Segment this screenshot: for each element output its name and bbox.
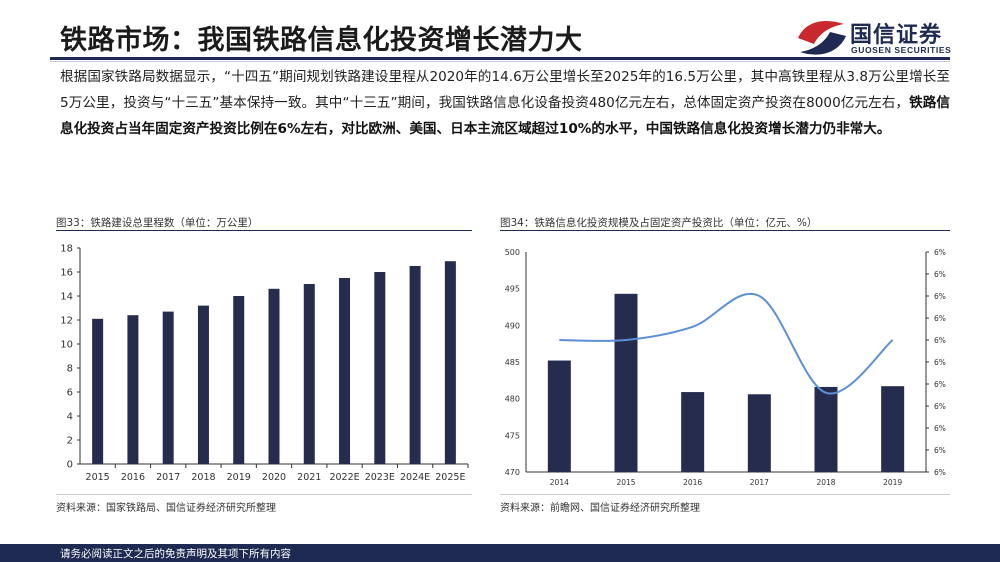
chart2-bottom-rule bbox=[500, 494, 950, 495]
chart1-x-tick-label: 2025E bbox=[435, 472, 465, 483]
chart1-x-tick-label: 2021 bbox=[297, 472, 321, 483]
brand-logo: 国信证券 GUOSEN SECURITIES bbox=[796, 16, 956, 60]
chart1-bar-2015 bbox=[92, 318, 104, 464]
chart1-bar-2023E bbox=[374, 272, 386, 464]
chart2-caption: 图34：铁路信息化投资规模及占固定资产投资比（单位：亿元、%） bbox=[500, 217, 818, 229]
chart1-bar-2016 bbox=[127, 315, 139, 464]
chart1-y-tick-label: 4 bbox=[67, 412, 73, 423]
chart1-x-tick-label: 2015 bbox=[86, 472, 110, 483]
chart2-x-tick-label: 2015 bbox=[616, 478, 635, 487]
chart1-y-tick-label: 2 bbox=[67, 436, 73, 447]
chart1-bar-2020 bbox=[268, 288, 280, 464]
chart2-left-tick-label: 470 bbox=[505, 468, 520, 477]
chart1-y-tick-label: 8 bbox=[67, 364, 73, 375]
chart1-bar-2017 bbox=[162, 311, 174, 464]
title-underline bbox=[50, 57, 950, 60]
chart2-right-tick-label: 6% bbox=[934, 468, 946, 477]
chart2-x-tick-label: 2018 bbox=[816, 478, 835, 487]
chart1-y-tick-label: 0 bbox=[67, 460, 73, 471]
intro-paragraph: 根据国家铁路局数据显示，“十四五”期间规划铁路建设里程从2020年的14.6万公… bbox=[60, 64, 950, 142]
logo-text-en: GUOSEN SECURITIES bbox=[851, 45, 952, 55]
chart1-y-tick-label: 10 bbox=[60, 340, 73, 351]
chart2-bar-2014 bbox=[547, 360, 571, 472]
chart1-bar-2021 bbox=[303, 284, 315, 464]
chart2-x-tick-label: 2016 bbox=[683, 478, 702, 487]
chart2-bar-2018 bbox=[814, 386, 838, 472]
chart1-x-tick-label: 2016 bbox=[121, 472, 145, 483]
chart2-bar-2019 bbox=[881, 386, 905, 472]
footer-disclaimer: 请务必阅读正文之后的免责声明及其项下所有内容 bbox=[60, 548, 291, 560]
chart2-right-tick-label: 6% bbox=[934, 314, 946, 323]
chart2-source: 资料来源：前瞻网、国信证券经济研究所整理 bbox=[500, 503, 700, 514]
chart2-info-investment: 470 475 480 485 490 495 500 6% 6% 6% 6% 6% 6% 6% 6% 6% 6… bbox=[505, 248, 946, 487]
chart2-right-tick-label: 6% bbox=[934, 358, 946, 367]
chart2-right-tick-label: 6% bbox=[934, 402, 946, 411]
chart2-right-tick-label: 6% bbox=[934, 292, 946, 301]
chart2-x-tick-label: 2017 bbox=[750, 478, 769, 487]
chart1-x-tick-label: 2024E bbox=[400, 472, 430, 483]
chart2-caption-rule bbox=[500, 230, 950, 231]
chart1-bar-2024E bbox=[409, 266, 421, 464]
chart2-left-tick-label: 490 bbox=[505, 321, 520, 330]
chart1-bar-2019 bbox=[233, 296, 245, 464]
chart1-bar-2025E bbox=[444, 261, 456, 464]
chart1-x-tick-label: 2017 bbox=[156, 472, 180, 483]
chart2-ratio-line bbox=[559, 292, 894, 395]
chart1-bar-2018 bbox=[197, 305, 209, 464]
logo-text-cn: 国信证券 bbox=[850, 23, 943, 48]
chart1-x-tick-label: 2020 bbox=[262, 472, 286, 483]
chart1-caption: 图33：铁路建设总里程数（单位：万公里） bbox=[56, 217, 259, 229]
chart2-bar-2017 bbox=[747, 394, 771, 472]
chart1-x-tick-label: 2019 bbox=[227, 472, 251, 483]
chart2-right-tick-label: 6% bbox=[934, 380, 946, 389]
chart1-bar-2022E bbox=[339, 278, 351, 464]
intro-highlight: 铁路信息化投资占当年固定资产投资比例在6%左右，对比欧洲、美国、日本主流区域超过… bbox=[60, 95, 951, 137]
chart1-x-tick-label: 2023E bbox=[365, 472, 395, 483]
chart2-left-tick-label: 495 bbox=[505, 285, 520, 294]
chart2-right-tick-label: 6% bbox=[934, 336, 946, 345]
chart2-x-tick-label: 2014 bbox=[550, 478, 569, 487]
chart2-right-tick-label: 6% bbox=[934, 446, 946, 455]
chart1-source: 资料来源：国家铁路局、国信证券经济研究所整理 bbox=[56, 503, 276, 514]
chart1-bottom-rule bbox=[56, 494, 472, 495]
page-title: 铁路市场：我国铁路信息化投资增长潜力大 bbox=[60, 25, 583, 56]
title-underline-thin bbox=[50, 61, 950, 62]
chart1-y-tick-label: 6 bbox=[67, 388, 73, 399]
chart2-left-tick-label: 475 bbox=[505, 431, 520, 440]
chart1-y-tick-label: 16 bbox=[60, 268, 73, 279]
chart1-railway-mileage: 0 2 4 6 8 10 12 14 16 18 2015 2016 2017 2018 2019 2020 2… bbox=[60, 244, 469, 483]
chart2-right-tick-label: 6% bbox=[934, 248, 946, 257]
chart2-left-tick-label: 500 bbox=[505, 248, 520, 257]
chart2-bar-2016 bbox=[681, 392, 705, 472]
chart2-right-tick-label: 6% bbox=[934, 270, 946, 279]
footer-bar: 请务必阅读正文之后的免责声明及其项下所有内容 bbox=[0, 544, 1000, 562]
chart1-y-tick-label: 12 bbox=[60, 316, 73, 327]
chart2-bar-2015 bbox=[614, 293, 638, 472]
chart2-left-tick-label: 485 bbox=[505, 358, 520, 367]
chart1-caption-rule bbox=[56, 230, 472, 231]
chart2-x-tick-label: 2019 bbox=[883, 478, 902, 487]
chart1-y-tick-label: 14 bbox=[60, 292, 73, 303]
chart1-x-tick-label: 2022E bbox=[329, 472, 359, 483]
chart2-left-tick-label: 480 bbox=[505, 395, 520, 404]
chart1-y-tick-label: 18 bbox=[60, 244, 73, 255]
chart2-right-tick-label: 6% bbox=[934, 424, 946, 433]
logo-emblem-icon bbox=[798, 20, 846, 55]
intro-text: 根据国家铁路局数据显示，“十四五”期间规划铁路建设里程从2020年的14.6万公… bbox=[60, 69, 950, 111]
chart1-x-tick-label: 2018 bbox=[191, 472, 215, 483]
